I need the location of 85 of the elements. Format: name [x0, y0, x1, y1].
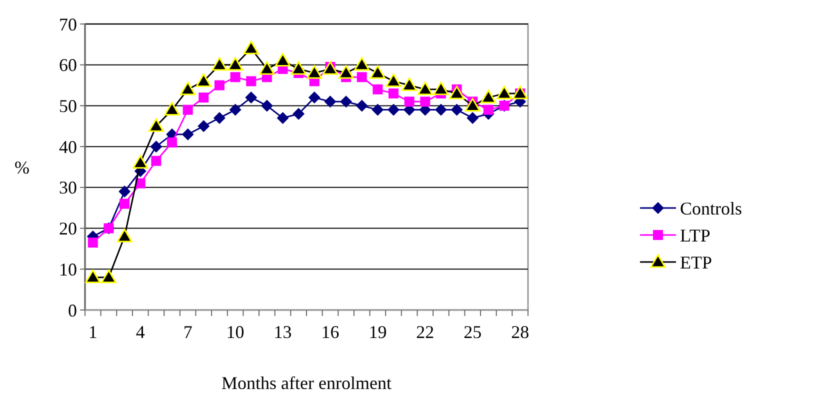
point: [324, 96, 336, 108]
point: [182, 104, 193, 115]
legend-label: ETP: [680, 252, 712, 272]
x-tick-label: 28: [511, 322, 530, 342]
point: [356, 72, 367, 82]
y-tick-label: 10: [59, 259, 77, 280]
point: [338, 65, 354, 79]
x-tick-label: 25: [464, 322, 482, 342]
point: [308, 92, 320, 104]
point: [417, 82, 433, 96]
point: [259, 61, 275, 75]
point: [449, 86, 465, 100]
point: [213, 112, 226, 124]
x-tick-label: 22: [416, 322, 434, 342]
x-axis-title: Months after enrolment: [222, 373, 392, 393]
point: [372, 104, 384, 116]
y-tick-label: 60: [59, 55, 77, 76]
x-tick-label: 19: [368, 322, 387, 342]
point: [198, 120, 210, 132]
point: [214, 80, 224, 90]
point: [100, 270, 116, 284]
y-tick-label: 70: [59, 14, 77, 34]
point: [260, 100, 273, 112]
point: [420, 96, 430, 107]
point: [88, 238, 98, 248]
point: [404, 96, 414, 107]
point: [275, 53, 291, 67]
point: [230, 72, 240, 82]
y-tick-label: 30: [59, 178, 77, 198]
x-tick-label: 10: [226, 322, 244, 342]
point: [464, 98, 480, 112]
point: [229, 104, 242, 116]
point: [496, 86, 512, 100]
x-tick-label: 7: [183, 322, 192, 342]
y-axis-title: %: [14, 157, 30, 178]
point: [480, 90, 496, 104]
point: [512, 86, 528, 100]
point: [450, 104, 463, 116]
point: [148, 118, 164, 132]
point: [151, 156, 162, 166]
y-tick-label: 40: [59, 136, 77, 157]
point: [354, 57, 370, 71]
point: [434, 104, 447, 116]
point: [402, 78, 418, 92]
point: [118, 186, 131, 198]
point: [198, 92, 209, 103]
point: [290, 61, 306, 75]
point: [356, 100, 368, 112]
point: [196, 73, 212, 87]
point: [245, 92, 258, 104]
point: [388, 88, 399, 98]
point: [246, 76, 256, 86]
point: [212, 57, 228, 71]
legend-label: LTP: [680, 225, 710, 246]
x-tick-label: 4: [136, 322, 145, 342]
y-tick-label: 50: [59, 96, 77, 116]
point: [372, 84, 383, 94]
point: [120, 198, 130, 209]
point: [167, 137, 178, 148]
point: [292, 108, 305, 120]
x-tick-label: 13: [274, 322, 292, 342]
point: [180, 82, 196, 96]
point: [116, 228, 132, 242]
point: [85, 270, 101, 284]
point: [483, 104, 494, 115]
point: [182, 128, 194, 140]
y-tick-label: 0: [68, 300, 77, 320]
point: [340, 96, 352, 108]
y-tick-label: 20: [59, 218, 77, 239]
legend-label: Controls: [680, 198, 742, 218]
point: [433, 82, 449, 96]
point: [370, 65, 386, 79]
point: [228, 57, 244, 71]
point: [150, 140, 162, 153]
point: [243, 40, 259, 54]
x-tick-label: 16: [321, 322, 340, 342]
point: [322, 61, 338, 75]
point: [306, 65, 322, 79]
point: [466, 112, 479, 124]
x-tick-label: 1: [88, 322, 98, 342]
point: [276, 112, 289, 124]
point: [386, 73, 402, 87]
point: [164, 102, 180, 116]
point: [388, 104, 400, 116]
point: [132, 155, 148, 169]
